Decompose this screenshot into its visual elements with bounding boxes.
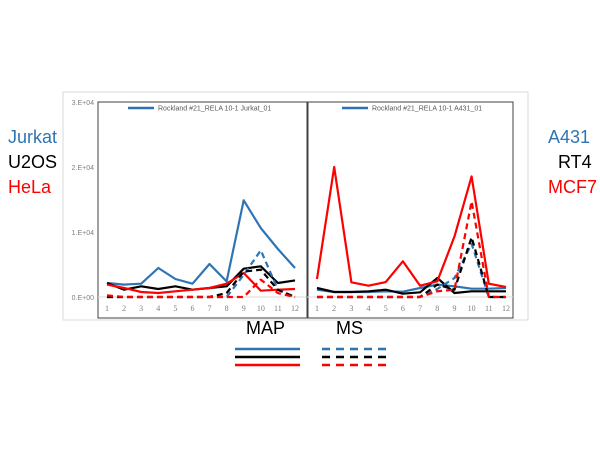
panel-1: 0.E+001.E+042.E+043.E+041 2 3 4 5 6 7 8 9 10 11 12R… — [72, 100, 309, 319]
cell-line-label-u2os: U2OS — [8, 152, 58, 172]
x-tick-label: 3 — [139, 304, 143, 313]
cell-line-label-hela: HeLa — [8, 177, 52, 197]
plot-frame — [306, 101, 514, 319]
cell-line-label-jurkat: Jurkat — [8, 127, 58, 147]
x-tick-label: 11 — [485, 304, 493, 313]
cell-line-label-a431: A431 — [548, 127, 591, 147]
x-tick-label: 4 — [367, 304, 371, 313]
series-line-solid-2 — [106, 271, 296, 295]
x-tick-label: 1 — [315, 304, 319, 313]
x-tick-label: 4 — [156, 304, 160, 313]
x-tick-label: 2 — [122, 304, 126, 313]
x-tick-label: 8 — [225, 304, 229, 313]
series-line-dashed-5 — [106, 278, 296, 299]
x-tick-label: 1 — [105, 304, 109, 313]
x-tick-label: 10 — [468, 304, 476, 313]
x-tick-label: 12 — [502, 304, 510, 313]
legend-label: Rockland #21_RELA 10-1 Jurkat_01 — [158, 106, 271, 113]
x-tick-label: 5 — [384, 304, 388, 313]
y-tick-label: 0.E+00 — [72, 295, 94, 302]
x-tick-label: 10 — [257, 304, 265, 313]
y-tick-label: 3.E+04 — [72, 100, 94, 107]
x-tick-label: 8 — [435, 304, 439, 313]
y-tick-label: 1.E+04 — [72, 230, 94, 237]
x-tick-label: 9 — [452, 304, 456, 313]
key-dashed-label: MS — [336, 318, 363, 338]
x-tick-label: 11 — [274, 304, 282, 313]
series-line-solid-0 — [106, 199, 296, 286]
x-tick-label: 2 — [332, 304, 336, 313]
x-tick-label: 7 — [208, 304, 212, 313]
key-solid-label: MAP — [246, 318, 286, 338]
plot-frame — [97, 101, 309, 319]
cell-line-label-rt4: RT4 — [558, 152, 592, 172]
figure-border — [62, 91, 529, 321]
x-tick-label: 3 — [349, 304, 353, 313]
legend-label: Rockland #21_RELA 10-1 A431_01 — [372, 106, 482, 113]
series-line-solid-2 — [315, 165, 507, 289]
x-tick-label: 6 — [401, 304, 405, 313]
series-line-dashed-5 — [317, 200, 506, 299]
y-tick-label: 2.E+04 — [72, 165, 94, 172]
cell-line-label-mcf7: MCF7 — [548, 177, 597, 197]
x-tick-label: 5 — [173, 304, 177, 313]
x-tick-label: 7 — [418, 304, 422, 313]
x-tick-label: 12 — [291, 304, 299, 313]
x-tick-label: 9 — [242, 304, 246, 313]
x-tick-label: 6 — [190, 304, 194, 313]
series-line-solid-1 — [316, 276, 506, 295]
